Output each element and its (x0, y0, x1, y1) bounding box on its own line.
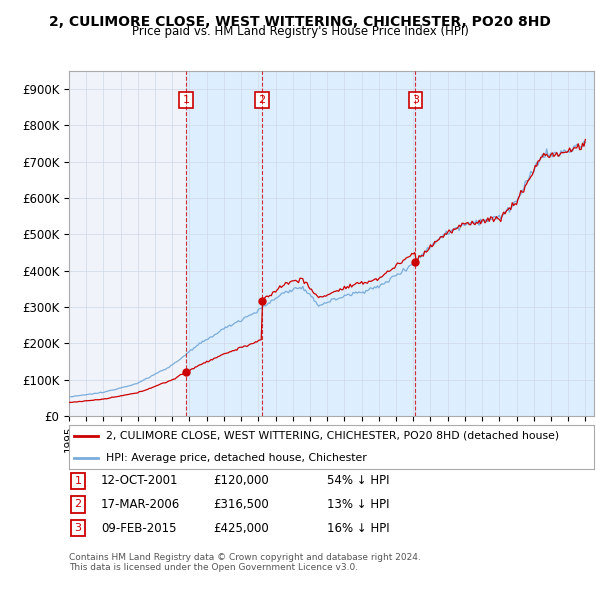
Text: 1: 1 (74, 476, 82, 486)
Text: 1: 1 (182, 95, 190, 105)
Text: £425,000: £425,000 (213, 522, 269, 535)
Text: £120,000: £120,000 (213, 474, 269, 487)
Text: HPI: Average price, detached house, Chichester: HPI: Average price, detached house, Chic… (106, 453, 367, 463)
Text: 09-FEB-2015: 09-FEB-2015 (101, 522, 176, 535)
Text: Price paid vs. HM Land Registry's House Price Index (HPI): Price paid vs. HM Land Registry's House … (131, 25, 469, 38)
Text: Contains HM Land Registry data © Crown copyright and database right 2024.: Contains HM Land Registry data © Crown c… (69, 553, 421, 562)
Text: 3: 3 (412, 95, 419, 105)
Text: 2, CULIMORE CLOSE, WEST WITTERING, CHICHESTER, PO20 8HD (detached house): 2, CULIMORE CLOSE, WEST WITTERING, CHICH… (106, 431, 559, 441)
Bar (415, 71, 594, 416)
Text: 2, CULIMORE CLOSE, WEST WITTERING, CHICHESTER, PO20 8HD: 2, CULIMORE CLOSE, WEST WITTERING, CHICH… (49, 15, 551, 29)
Text: 3: 3 (74, 523, 82, 533)
Text: 17-MAR-2006: 17-MAR-2006 (101, 498, 180, 511)
Text: 2: 2 (74, 500, 82, 509)
Text: 12-OCT-2001: 12-OCT-2001 (101, 474, 178, 487)
Bar (186, 71, 262, 416)
Text: 13% ↓ HPI: 13% ↓ HPI (327, 498, 389, 511)
Text: £316,500: £316,500 (213, 498, 269, 511)
Text: 16% ↓ HPI: 16% ↓ HPI (327, 522, 389, 535)
Text: 54% ↓ HPI: 54% ↓ HPI (327, 474, 389, 487)
Text: This data is licensed under the Open Government Licence v3.0.: This data is licensed under the Open Gov… (69, 563, 358, 572)
Text: 2: 2 (259, 95, 265, 105)
Bar (262, 71, 415, 416)
